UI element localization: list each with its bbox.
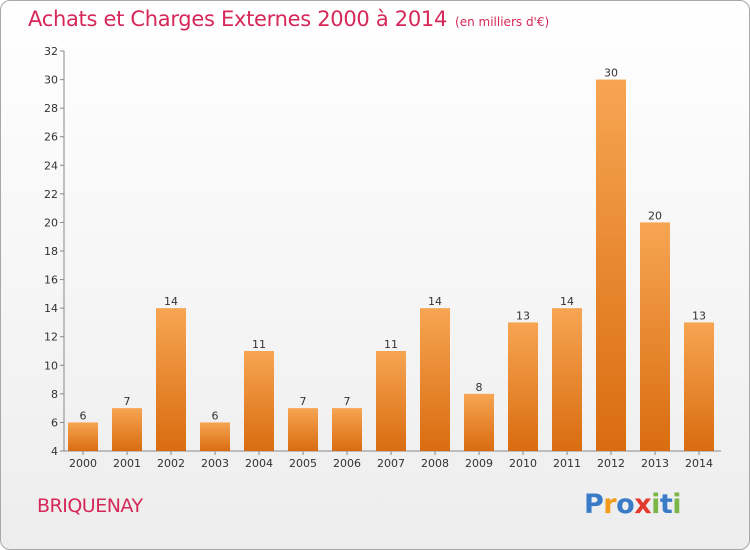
bar-value-label: 13: [516, 309, 530, 322]
x-tick-label: 2006: [333, 457, 361, 470]
bar-value-label: 20: [648, 209, 662, 222]
x-tick-label: 2003: [201, 457, 229, 470]
x-tick-label: 2004: [245, 457, 273, 470]
y-tick-label: 28: [44, 102, 58, 115]
bar-2005: [288, 408, 318, 451]
y-tick-label: 26: [44, 131, 58, 144]
bar-value-label: 30: [604, 67, 618, 80]
x-tick-label: 2007: [377, 457, 405, 470]
y-tick-label: 12: [44, 331, 58, 344]
bar-2012: [596, 79, 626, 452]
bar-2000: [68, 422, 98, 451]
x-tick-label: 2000: [69, 457, 97, 470]
bar-2010: [508, 322, 538, 451]
x-tick-label: 2012: [597, 457, 625, 470]
bar-value-label: 14: [428, 295, 442, 308]
bar-2011: [552, 308, 582, 451]
bar-value-label: 7: [124, 395, 131, 408]
bar-2014: [684, 322, 714, 451]
y-tick-label: 10: [44, 359, 58, 372]
bar-value-label: 6: [80, 409, 87, 422]
bar-value-label: 14: [560, 295, 574, 308]
chart-title-row: Achats et Charges Externes 2000 à 2014 (e…: [28, 7, 549, 31]
bar-2006: [332, 408, 362, 451]
y-tick-label: 20: [44, 216, 58, 229]
logo-letter: x: [634, 489, 652, 520]
y-tick-label: 4: [51, 445, 58, 458]
x-tick-label: 2001: [113, 457, 141, 470]
commune-name: BRIQUENAY: [37, 495, 143, 517]
x-tick-label: 2008: [421, 457, 449, 470]
x-tick-label: 2014: [685, 457, 713, 470]
bar-value-label: 6: [212, 409, 219, 422]
bar-2013: [640, 222, 670, 451]
y-tick-label: 8: [51, 388, 58, 401]
bar-value-label: 11: [252, 338, 266, 351]
bar-value-label: 7: [300, 395, 307, 408]
x-tick-label: 2009: [465, 457, 493, 470]
y-tick-label: 14: [44, 302, 58, 315]
bar-value-label: 8: [476, 381, 483, 394]
bar-2002: [156, 308, 186, 451]
logo-letter: r: [603, 489, 617, 520]
logo-letter: i: [651, 489, 660, 520]
x-tick-label: 2013: [641, 457, 669, 470]
y-tick-label: 22: [44, 188, 58, 201]
bar-value-label: 11: [384, 338, 398, 351]
bar-2009: [464, 393, 494, 451]
chart-title: Achats et Charges Externes 2000 à 2014: [28, 7, 448, 31]
proxiti-logo: Proxiti: [584, 489, 682, 520]
bar-value-label: 13: [692, 309, 706, 322]
y-tick-label: 16: [44, 274, 58, 287]
logo-letter: t: [659, 489, 673, 520]
x-tick-label: 2010: [509, 457, 537, 470]
logo-letter: o: [616, 489, 635, 520]
bar-value-label: 7: [344, 395, 351, 408]
x-tick-label: 2002: [157, 457, 185, 470]
y-tick-label: 18: [44, 245, 58, 258]
logo-letter: i: [672, 489, 682, 520]
x-tick-label: 2011: [553, 457, 581, 470]
bar-2001: [112, 408, 142, 451]
bar-2004: [244, 351, 274, 451]
y-tick-label: 32: [44, 45, 58, 58]
logo-letter: P: [584, 489, 604, 520]
chart-unit: (en milliers d'€): [455, 15, 550, 29]
bar-value-label: 14: [164, 295, 178, 308]
bar-2008: [420, 308, 450, 451]
bar-2003: [200, 422, 230, 451]
x-tick-label: 2005: [289, 457, 317, 470]
y-tick-label: 6: [51, 416, 58, 429]
bar-2007: [376, 351, 406, 451]
y-tick-label: 30: [44, 74, 58, 87]
y-tick-label: 24: [44, 159, 58, 172]
